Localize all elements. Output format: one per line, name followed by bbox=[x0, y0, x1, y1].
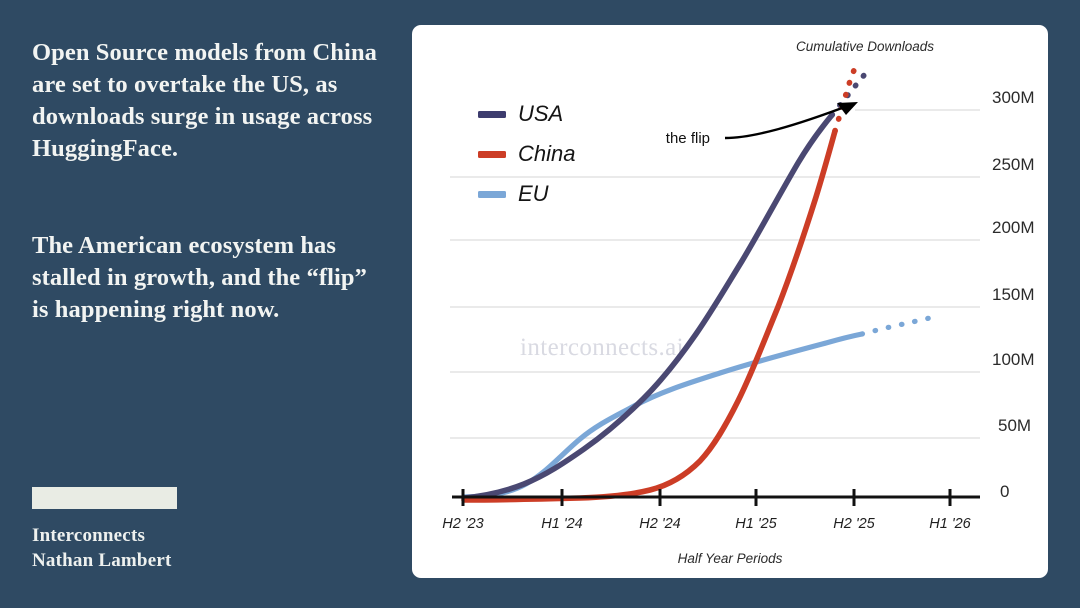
y-tick-label-250m: 250M bbox=[992, 155, 1035, 174]
x-tick-label-h2-23: H2 '23 bbox=[442, 516, 483, 532]
author-name: Nathan Lambert bbox=[32, 550, 172, 571]
left-text-panel: Open Source models from China are set to… bbox=[0, 0, 412, 608]
y-tick-label-200m: 200M bbox=[992, 218, 1035, 237]
x-tick-label-h1-24: H1 '24 bbox=[541, 516, 582, 532]
series-line-usa bbox=[461, 112, 835, 501]
x-tick-label-h2-24: H2 '24 bbox=[639, 516, 680, 532]
brand-logo-mark bbox=[32, 487, 177, 509]
legend-swatch-usa bbox=[478, 111, 506, 118]
legend-item-eu[interactable]: EU bbox=[478, 181, 549, 206]
flip-arrow-head bbox=[837, 102, 858, 115]
brand-name: Interconnects bbox=[32, 525, 146, 546]
legend-swatch-china bbox=[478, 151, 506, 158]
chart-card: Cumulative Downloads 300M 250M 200M 150M… bbox=[412, 25, 1048, 578]
downloads-line-chart: Cumulative Downloads 300M 250M 200M 150M… bbox=[442, 39, 1035, 566]
x-tick-label-h1-25: H1 '25 bbox=[735, 516, 777, 532]
series-projection-eu bbox=[859, 315, 933, 337]
y-tick-label-150m: 150M bbox=[992, 285, 1035, 304]
legend-item-china[interactable]: China bbox=[478, 141, 575, 166]
y-axis-title: Cumulative Downloads bbox=[796, 39, 934, 54]
headline-paragraph-1: Open Source models from China are set to… bbox=[32, 39, 378, 162]
legend-label-eu: EU bbox=[518, 181, 549, 206]
flip-arrow-line bbox=[724, 103, 851, 140]
series-projection-usa bbox=[829, 67, 871, 118]
legend-label-china: China bbox=[518, 141, 575, 166]
flip-annotation-label: the flip bbox=[666, 130, 710, 147]
watermark: interconnects.ai bbox=[520, 334, 684, 361]
y-axis-tick-labels: 300M 250M 200M 150M 100M 50M 0 bbox=[992, 88, 1035, 501]
y-tick-label-50m: 50M bbox=[998, 416, 1031, 435]
legend-item-usa[interactable]: USA bbox=[478, 101, 563, 126]
y-tick-label-0: 0 bbox=[1000, 482, 1009, 501]
x-axis-tick-labels: H2 '23 H1 '24 H2 '24 H1 '25 H2 '25 H1 '2… bbox=[442, 516, 971, 532]
chart-legend: USA China EU bbox=[478, 101, 575, 206]
legend-swatch-eu bbox=[478, 191, 506, 198]
x-tick-label-h2-25: H2 '25 bbox=[833, 516, 875, 532]
y-tick-label-100m: 100M bbox=[992, 350, 1035, 369]
y-tick-label-300m: 300M bbox=[992, 88, 1035, 107]
x-axis-ticks bbox=[461, 489, 952, 506]
headline-paragraph-2: The American ecosystem has stalled in gr… bbox=[32, 232, 368, 323]
flip-annotation: the flip bbox=[666, 102, 858, 147]
x-axis-title: Half Year Periods bbox=[678, 551, 783, 566]
legend-label-usa: USA bbox=[518, 101, 563, 126]
series-projection-china bbox=[832, 60, 860, 134]
x-tick-label-h1-26: H1 '26 bbox=[929, 516, 971, 532]
